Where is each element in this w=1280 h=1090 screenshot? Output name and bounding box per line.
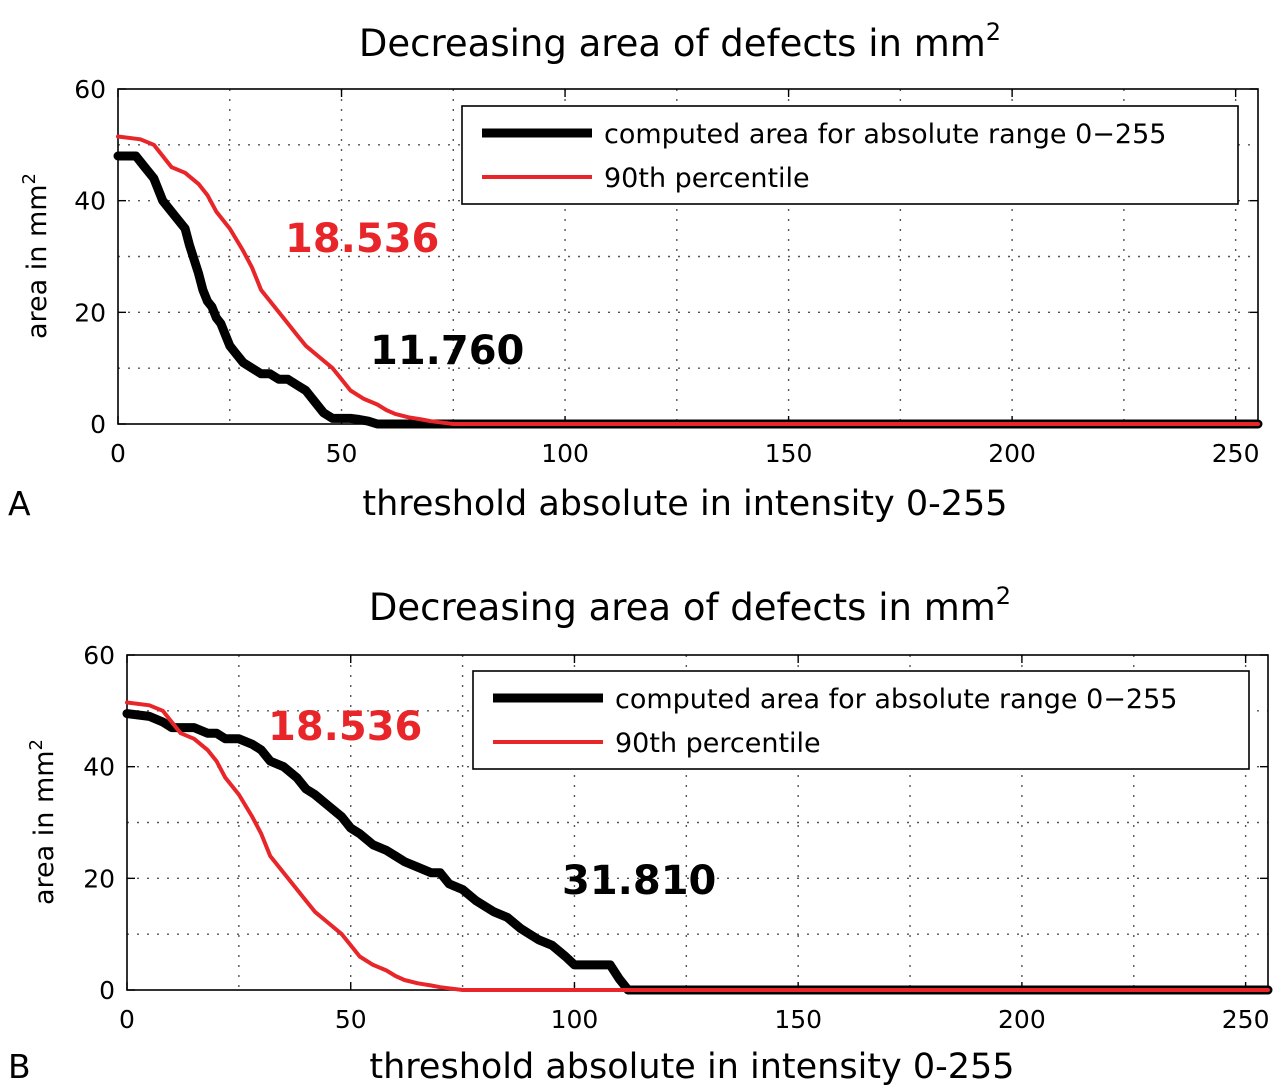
- annotation-value: 18.536: [268, 704, 422, 750]
- y-tick-label: 20: [83, 864, 115, 893]
- legend-label: computed area for absolute range 0−255: [615, 684, 1177, 715]
- y-tick-label: 0: [99, 976, 115, 1005]
- y-tick-label: 20: [74, 298, 106, 327]
- x-axis-label: threshold absolute in intensity 0-255: [369, 1047, 1014, 1087]
- x-tick-label: 250: [1222, 1005, 1270, 1034]
- x-tick-label: 0: [110, 439, 126, 468]
- y-tick-label: 60: [83, 641, 115, 670]
- title-superscript: 2: [996, 582, 1011, 610]
- chart-title: Decreasing area of defects in mm2: [359, 18, 1001, 65]
- y-tick-label: 40: [74, 187, 106, 216]
- x-tick-label: 200: [988, 439, 1036, 468]
- chart-panel-a: Decreasing area of defects in mm2 0 50 100 1…: [8, 18, 1263, 524]
- series-line-computed-area: [113, 151, 1263, 429]
- chart-root: Decreasing area of defects in mm2 0 50 100 1…: [8, 18, 1263, 524]
- legend-box: [472, 670, 1250, 770]
- panel-label: B: [8, 1047, 31, 1086]
- series-line-90th-percentile: [116, 134, 1260, 426]
- series-line-90th-percentile: [125, 700, 1270, 992]
- x-axis-label: threshold absolute in intensity 0-255: [362, 484, 1007, 524]
- x-tick-label: 50: [326, 439, 358, 468]
- y-axis-label: area in mm2: [19, 173, 53, 339]
- legend-box: [461, 105, 1239, 205]
- x-tick-label: 0: [119, 1005, 135, 1034]
- annotation-value: 11.760: [370, 328, 524, 374]
- legend-label: 90th percentile: [604, 163, 810, 194]
- x-tick-label: 150: [774, 1005, 822, 1034]
- y-axis-label-superscript: 2: [26, 739, 47, 750]
- chart-a-svg: Decreasing area of defects in mm2 0 50 100 1…: [8, 18, 1263, 524]
- x-tick-label: 250: [1212, 439, 1260, 468]
- x-tick-label: 150: [765, 439, 813, 468]
- legend-label: computed area for absolute range 0−255: [604, 119, 1166, 150]
- chart-panel-b: Decreasing area of defects in mm2 0 50 100 1…: [0, 545, 1280, 1090]
- x-tick-label: 100: [541, 439, 589, 468]
- x-tick-label: 50: [335, 1005, 367, 1034]
- y-tick-label: 60: [74, 75, 106, 104]
- annotation-value: 31.810: [562, 858, 716, 904]
- chart-root: Decreasing area of defects in mm2 0 50 100 1…: [8, 582, 1273, 1087]
- panel-label: A: [8, 484, 31, 523]
- x-tick-label: 200: [998, 1005, 1046, 1034]
- x-tick-label: 100: [551, 1005, 599, 1034]
- y-tick-label: 40: [83, 753, 115, 782]
- series-line-computed-area: [122, 709, 1273, 995]
- y-axis-label: area in mm2: [26, 739, 60, 905]
- chart-title: Decreasing area of defects in mm2: [369, 582, 1011, 629]
- legend-label: 90th percentile: [615, 728, 821, 759]
- y-axis-label-superscript: 2: [19, 173, 40, 184]
- annotation-value: 18.536: [285, 216, 439, 262]
- y-tick-label: 0: [90, 410, 106, 439]
- chart-b-svg: Decreasing area of defects in mm2 0 50 100 1…: [8, 582, 1273, 1087]
- title-superscript: 2: [986, 18, 1001, 46]
